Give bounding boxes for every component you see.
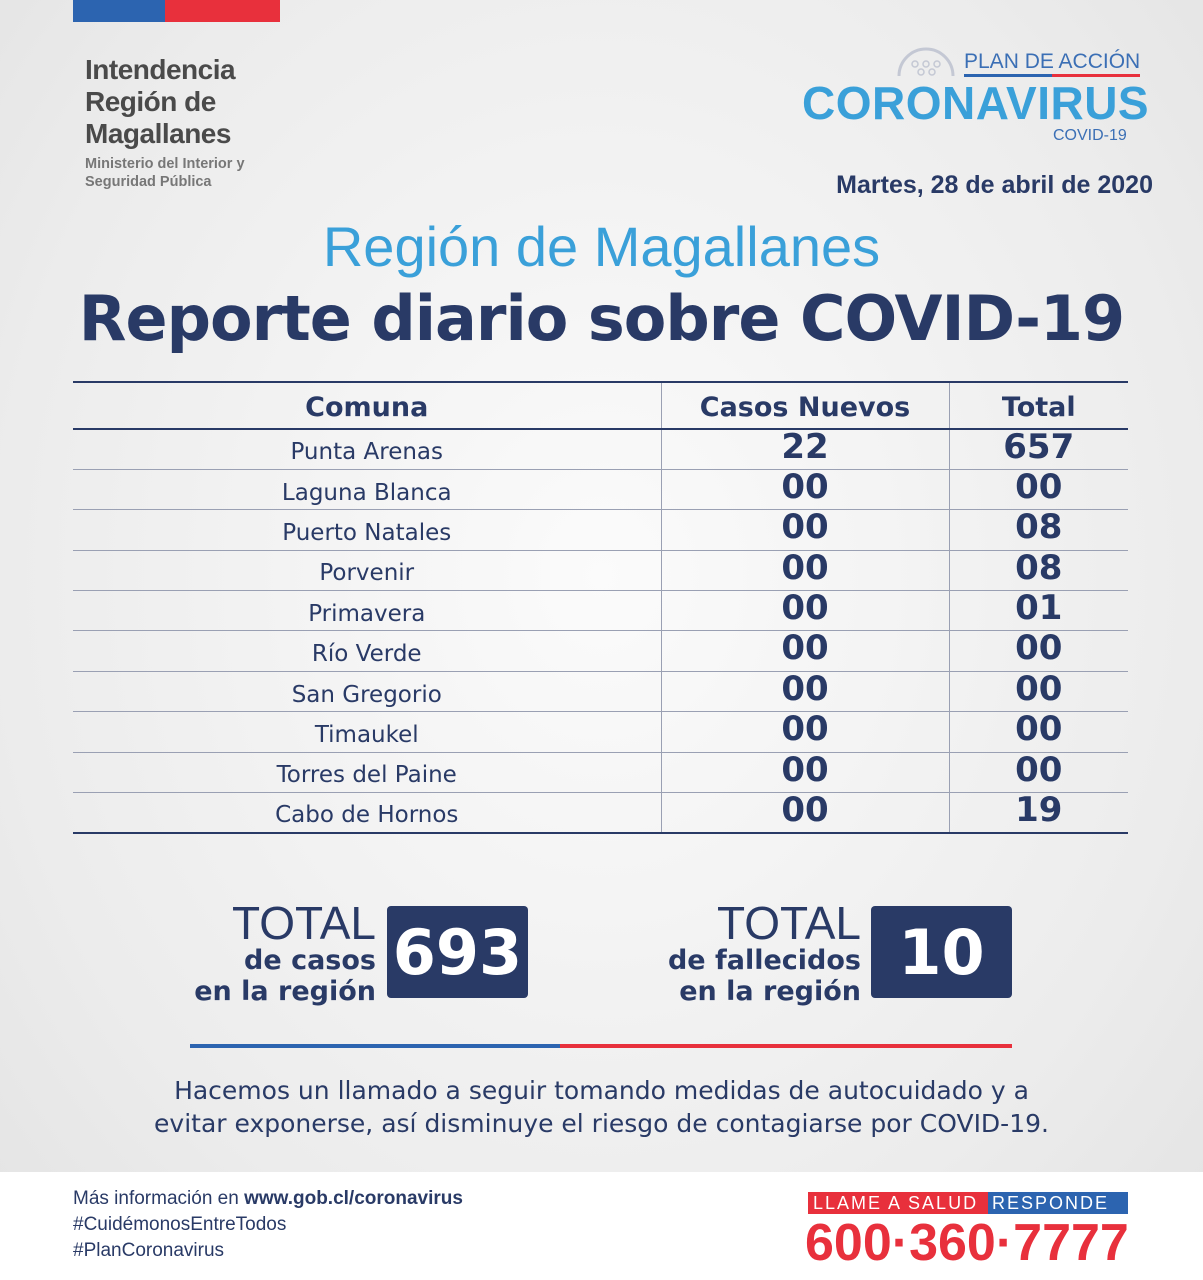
plan-label: PLAN DE ACCIÓN	[964, 50, 1141, 77]
comuna-cell: San Gregorio	[73, 670, 661, 712]
responde-label: RESPONDE	[988, 1192, 1128, 1214]
total-deaths-value: 10	[871, 906, 1012, 998]
new-cases-cell: 00	[660, 670, 949, 712]
new-cases-cell: 00	[660, 509, 949, 551]
divider	[190, 1044, 1012, 1048]
message-line: Hacemos un llamado a seguir tomando medi…	[174, 1076, 1029, 1105]
footer	[0, 1172, 1203, 1280]
comuna-cell: Punta Arenas	[73, 428, 661, 470]
hashtag: #CuidémonosEntreTodos	[73, 1214, 287, 1235]
salud-responde-banner: LLAME A SALUD RESPONDE	[808, 1192, 1128, 1214]
table-row: San Gregorio 00 00	[73, 670, 1128, 712]
comuna-cell: Primavera	[73, 590, 661, 631]
comuna-cell: Porvenir	[73, 549, 661, 591]
advice-message: Hacemos un llamado a seguir tomando medi…	[0, 1074, 1203, 1140]
comuna-cell: Cabo de Hornos	[73, 792, 661, 833]
ministry-name: Ministerio del Interior y Seguridad Públ…	[85, 155, 245, 191]
total-label: en la región	[679, 976, 861, 1007]
table-row: Puerto Natales 00 08	[73, 509, 1128, 551]
comuna-cell: Laguna Blanca	[73, 468, 661, 510]
new-cases-cell: 00	[660, 590, 949, 631]
new-cases-cell: 00	[660, 751, 949, 793]
total-cell: 00	[948, 751, 1128, 793]
institution-name: Intendencia Región de Magallanes	[85, 54, 236, 150]
total-cell: 08	[948, 549, 1128, 591]
phone-number: 600·360·7777	[805, 1214, 1129, 1272]
total-cases-value: 693	[387, 906, 528, 998]
total-cell: 08	[948, 509, 1128, 551]
total-cell: 00	[948, 468, 1128, 510]
col-header: Casos Nuevos	[660, 382, 949, 430]
ministry-line: Seguridad Pública	[85, 174, 212, 190]
total-label: TOTAL	[232, 897, 376, 949]
total-label: de fallecidos	[667, 945, 861, 976]
new-cases-cell: 00	[660, 792, 949, 833]
total-deaths-label: TOTAL de fallecidos en la región	[600, 897, 861, 1007]
report-date: Martes, 28 de abril de 2020	[836, 171, 1153, 199]
comuna-cell: Torres del Paine	[73, 751, 661, 793]
virus-icon	[897, 47, 955, 77]
footer-info: Más información en www.gob.cl/coronaviru…	[73, 1186, 463, 1264]
new-cases-cell: 22	[660, 428, 949, 470]
total-label: TOTAL	[717, 897, 861, 949]
total-cases-label: TOTAL de casos en la región	[150, 897, 376, 1007]
total-cell: 00	[948, 711, 1128, 753]
total-label: en la región	[194, 976, 376, 1007]
new-cases-cell: 00	[660, 711, 949, 753]
cases-table: Comuna Casos Nuevos Total Punta Arenas 22…	[73, 381, 1128, 834]
comuna-cell: Río Verde	[73, 630, 661, 672]
info-prefix: Más información en	[73, 1188, 245, 1209]
table-row: Torres del Paine 00 00	[73, 751, 1128, 793]
institution-line: Magallanes	[85, 118, 231, 149]
new-cases-cell: 00	[660, 468, 949, 510]
table-row: Porvenir 00 08	[73, 549, 1128, 591]
col-header: Comuna	[73, 382, 661, 430]
table-row: Laguna Blanca 00 00	[73, 468, 1128, 510]
table-row: Río Verde 00 00	[73, 630, 1128, 672]
region-title: Región de Magallanes	[322, 215, 881, 278]
total-label: de casos	[244, 945, 376, 976]
coronavirus-logo: CORONAVIRUS	[802, 77, 1150, 129]
total-cell: 01	[948, 590, 1128, 631]
col-header: Total	[948, 382, 1128, 430]
table-row: Timaukel 00 00	[73, 711, 1128, 753]
institution-line: Intendencia	[85, 54, 236, 85]
llame-label: LLAME A SALUD	[808, 1192, 988, 1214]
total-cell: 657	[948, 428, 1128, 470]
comuna-cell: Timaukel	[73, 711, 661, 753]
new-cases-cell: 00	[660, 630, 949, 672]
total-cell: 00	[948, 670, 1128, 712]
report-title: Reporte diario sobre COVID-19	[78, 282, 1125, 355]
total-cell: 00	[948, 630, 1128, 672]
institution-line: Región de	[85, 86, 216, 117]
message-line: evitar exponerse, así disminuye el riesg…	[154, 1109, 1049, 1138]
comuna-cell: Puerto Natales	[73, 509, 661, 551]
flag-bar	[73, 0, 280, 22]
table-row: Punta Arenas 22 657	[73, 428, 1128, 470]
info-link[interactable]: www.gob.cl/coronavirus	[244, 1188, 463, 1209]
hashtag: #PlanCoronavirus	[73, 1240, 225, 1261]
ministry-line: Ministerio del Interior y	[85, 156, 245, 172]
table-row: Cabo de Hornos 00 19	[73, 792, 1128, 833]
covid-label: COVID-19	[1053, 127, 1127, 144]
new-cases-cell: 00	[660, 549, 949, 591]
table-row: Primavera 00 01	[73, 590, 1128, 631]
total-cell: 19	[948, 792, 1128, 833]
